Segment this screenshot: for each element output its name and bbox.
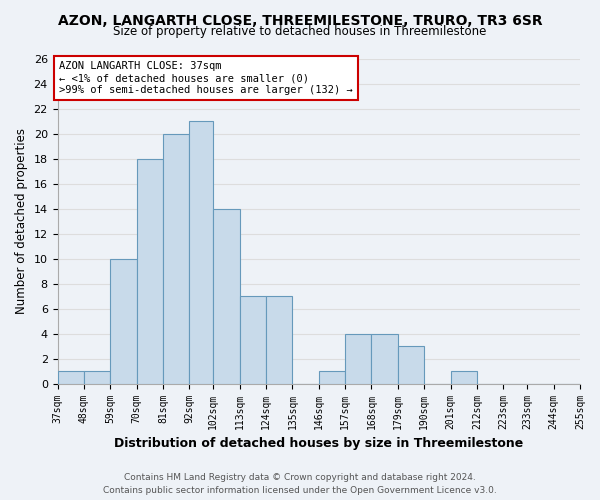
Text: AZON LANGARTH CLOSE: 37sqm
← <1% of detached houses are smaller (0)
>99% of semi: AZON LANGARTH CLOSE: 37sqm ← <1% of deta… [59,62,352,94]
Bar [398,346,424,384]
Bar [190,122,214,384]
Bar [58,371,84,384]
Bar [137,159,163,384]
Text: Size of property relative to detached houses in Threemilestone: Size of property relative to detached ho… [113,25,487,38]
Text: Contains HM Land Registry data © Crown copyright and database right 2024.
Contai: Contains HM Land Registry data © Crown c… [103,473,497,495]
Bar [239,296,266,384]
Bar [451,371,477,384]
Y-axis label: Number of detached properties: Number of detached properties [15,128,28,314]
Bar [84,371,110,384]
Bar [214,209,239,384]
Bar [266,296,292,384]
Bar [345,334,371,384]
Bar [319,371,345,384]
Bar [371,334,398,384]
Text: AZON, LANGARTH CLOSE, THREEMILESTONE, TRURO, TR3 6SR: AZON, LANGARTH CLOSE, THREEMILESTONE, TR… [58,14,542,28]
Bar [163,134,190,384]
Bar [110,259,137,384]
X-axis label: Distribution of detached houses by size in Threemilestone: Distribution of detached houses by size … [114,437,523,450]
